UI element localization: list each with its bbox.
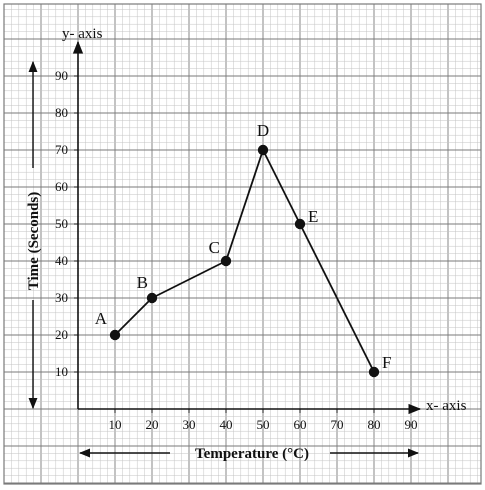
axes: 10 20 30 40 50 60 70 80 90 10 20 30 40 50 60 70 80 90 [28, 40, 422, 458]
y-tick-label: 70 [55, 142, 68, 157]
data-point [146, 292, 158, 304]
point-label: F [382, 353, 391, 372]
grid-border [3, 3, 482, 485]
x-tick-label: 70 [331, 417, 344, 432]
x-axis-name: x- axis [426, 398, 467, 414]
point-label: B [137, 273, 148, 292]
point-label: C [209, 238, 220, 257]
point-label: E [308, 207, 318, 226]
y-axis-name: y- axis [62, 26, 103, 42]
x-axis-title: Temperature (°C) [195, 446, 309, 462]
x-tick-label: 20 [146, 417, 159, 432]
data-point [109, 329, 121, 341]
point-label: A [95, 309, 108, 328]
y-tick-label: 50 [55, 216, 68, 231]
y-tick-label: 30 [55, 290, 68, 305]
point-label: D [257, 121, 269, 140]
data-point [257, 144, 269, 156]
y-axis-title: Time (Seconds) [26, 192, 42, 290]
y-tick-label: 80 [55, 105, 68, 120]
series-line [114, 149, 375, 373]
y-tick-label: 90 [55, 68, 68, 83]
x-tick-label: 50 [257, 417, 270, 432]
x-tick-label: 80 [368, 417, 381, 432]
x-tick-label: 90 [405, 417, 418, 432]
x-tick-label: 40 [220, 417, 233, 432]
data-point [220, 255, 232, 267]
data-point [368, 366, 380, 378]
y-tick-label: 40 [55, 253, 68, 268]
data-point [294, 218, 306, 230]
x-tick-label: 30 [183, 417, 196, 432]
grid [3, 3, 482, 485]
y-tick-label: 60 [55, 179, 68, 194]
y-tick-label: 20 [55, 327, 68, 342]
series: A B C D E F [95, 121, 391, 378]
x-tick-label: 60 [294, 417, 307, 432]
y-tick-label: 10 [55, 364, 68, 379]
x-tick-label: 10 [109, 417, 122, 432]
